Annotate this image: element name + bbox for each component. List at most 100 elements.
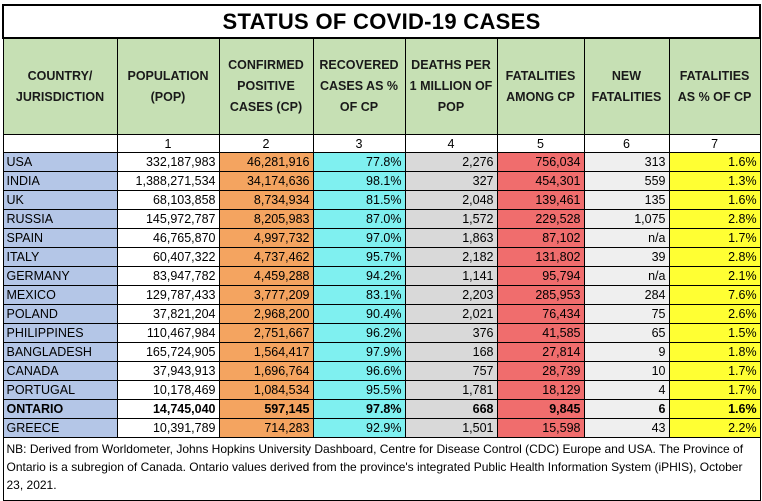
recovered-pct-cell: 95.5% bbox=[312, 380, 406, 400]
country-cell: ONTARIO bbox=[2, 399, 118, 419]
new-fatalities-cell: 39 bbox=[583, 247, 670, 267]
table-row: CANADA 37,943,913 1,696,764 96.6% 757 28,739 1… bbox=[2, 361, 761, 381]
population-cell: 83,947,782 bbox=[116, 266, 220, 286]
deaths-per-million-cell: 1,781 bbox=[404, 380, 498, 400]
header-population: POPULATION (POP) bbox=[116, 37, 220, 135]
deaths-per-million-cell: 757 bbox=[404, 361, 498, 381]
country-cell: USA bbox=[2, 152, 118, 172]
fatalities-cell: 76,434 bbox=[496, 304, 585, 324]
new-fatalities-cell: 559 bbox=[583, 171, 670, 191]
deaths-per-million-cell: 376 bbox=[404, 323, 498, 343]
recovered-pct-cell: 83.1% bbox=[312, 285, 406, 305]
status-table: STATUS OF COVID-19 CASES COUNTRY/ JURISD… bbox=[1, 4, 762, 501]
new-fatalities-cell: 9 bbox=[583, 342, 670, 362]
recovered-pct-cell: 97.0% bbox=[312, 228, 406, 248]
confirmed-cell: 8,734,934 bbox=[218, 190, 314, 210]
column-number: 1 bbox=[116, 134, 220, 153]
population-cell: 37,943,913 bbox=[116, 361, 220, 381]
population-cell: 46,765,870 bbox=[116, 228, 220, 248]
deaths-per-million-cell: 668 bbox=[404, 399, 498, 419]
recovered-pct-cell: 96.6% bbox=[312, 361, 406, 381]
new-fatalities-cell: 135 bbox=[583, 190, 670, 210]
recovered-pct-cell: 90.4% bbox=[312, 304, 406, 324]
title-row: STATUS OF COVID-19 CASES bbox=[1, 4, 762, 39]
new-fatalities-cell: 43 bbox=[583, 418, 670, 438]
header-country: COUNTRY/ JURISDICTION bbox=[2, 37, 118, 135]
fatalities-pct-cell: 1.8% bbox=[668, 342, 761, 362]
table-row: INDIA 1,388,271,534 34,174,636 98.1% 327 454,… bbox=[2, 171, 761, 191]
confirmed-cell: 34,174,636 bbox=[218, 171, 314, 191]
confirmed-cell: 1,084,534 bbox=[218, 380, 314, 400]
fatalities-pct-cell: 1.6% bbox=[668, 152, 761, 172]
table-title: STATUS OF COVID-19 CASES bbox=[1, 4, 762, 39]
new-fatalities-cell: 65 bbox=[583, 323, 670, 343]
confirmed-cell: 2,751,667 bbox=[218, 323, 314, 343]
column-number: 6 bbox=[583, 134, 670, 153]
column-number: 4 bbox=[404, 134, 498, 153]
new-fatalities-cell: 10 bbox=[583, 361, 670, 381]
confirmed-cell: 4,997,732 bbox=[218, 228, 314, 248]
deaths-per-million-cell: 2,048 bbox=[404, 190, 498, 210]
country-cell: ITALY bbox=[2, 247, 118, 267]
table-row: UK 68,103,858 8,734,934 81.5% 2,048 139,461 13… bbox=[2, 190, 761, 210]
fatalities-cell: 28,739 bbox=[496, 361, 585, 381]
population-cell: 165,724,905 bbox=[116, 342, 220, 362]
population-cell: 60,407,322 bbox=[116, 247, 220, 267]
deaths-per-million-cell: 2,182 bbox=[404, 247, 498, 267]
country-cell: POLAND bbox=[2, 304, 118, 324]
fatalities-pct-cell: 2.1% bbox=[668, 266, 761, 286]
fatalities-pct-cell: 1.3% bbox=[668, 171, 761, 191]
table-row: USA 332,187,983 46,281,916 77.8% 2,276 756,03… bbox=[2, 152, 761, 172]
population-cell: 145,972,787 bbox=[116, 209, 220, 229]
recovered-pct-cell: 81.5% bbox=[312, 190, 406, 210]
confirmed-cell: 597,145 bbox=[218, 399, 314, 419]
new-fatalities-cell: 1,075 bbox=[583, 209, 670, 229]
population-cell: 332,187,983 bbox=[116, 152, 220, 172]
country-cell: GERMANY bbox=[2, 266, 118, 286]
recovered-pct-cell: 98.1% bbox=[312, 171, 406, 191]
recovered-pct-cell: 96.2% bbox=[312, 323, 406, 343]
deaths-per-million-cell: 1,572 bbox=[404, 209, 498, 229]
fatalities-pct-cell: 1.6% bbox=[668, 399, 761, 419]
confirmed-cell: 4,459,288 bbox=[218, 266, 314, 286]
fatalities-pct-cell: 1.7% bbox=[668, 380, 761, 400]
column-number bbox=[2, 134, 118, 153]
table-row: ITALY 60,407,322 4,737,462 95.7% 2,182 131,80… bbox=[2, 247, 761, 267]
new-fatalities-cell: n/a bbox=[583, 266, 670, 286]
population-cell: 37,821,204 bbox=[116, 304, 220, 324]
table-row: GERMANY 83,947,782 4,459,288 94.2% 1,141 95,7… bbox=[2, 266, 761, 286]
table-row: PHILIPPINES 110,467,984 2,751,667 96.2% 376 4… bbox=[2, 323, 761, 343]
recovered-pct-cell: 94.2% bbox=[312, 266, 406, 286]
country-cell: SPAIN bbox=[2, 228, 118, 248]
fatalities-cell: 229,528 bbox=[496, 209, 585, 229]
table-row: MEXICO 129,787,433 3,777,209 83.1% 2,203 285,… bbox=[2, 285, 761, 305]
confirmed-cell: 4,737,462 bbox=[218, 247, 314, 267]
country-cell: UK bbox=[2, 190, 118, 210]
fatalities-cell: 139,461 bbox=[496, 190, 585, 210]
fatalities-cell: 27,814 bbox=[496, 342, 585, 362]
fatalities-cell: 15,598 bbox=[496, 418, 585, 438]
confirmed-cell: 1,564,417 bbox=[218, 342, 314, 362]
fatalities-cell: 95,794 bbox=[496, 266, 585, 286]
new-fatalities-cell: 284 bbox=[583, 285, 670, 305]
fatalities-pct-cell: 1.7% bbox=[668, 228, 761, 248]
fatalities-pct-cell: 1.7% bbox=[668, 361, 761, 381]
header-confirmed-cases: CONFIRMED POSITIVE CASES (CP) bbox=[218, 37, 314, 135]
deaths-per-million-cell: 1,501 bbox=[404, 418, 498, 438]
confirmed-cell: 8,205,983 bbox=[218, 209, 314, 229]
confirmed-cell: 1,696,764 bbox=[218, 361, 314, 381]
header-recovered-pct: RECOVERED CASES AS % OF CP bbox=[312, 37, 406, 135]
table-row: RUSSIA 145,972,787 8,205,983 87.0% 1,572 229,… bbox=[2, 209, 761, 229]
population-cell: 129,787,433 bbox=[116, 285, 220, 305]
new-fatalities-cell: 313 bbox=[583, 152, 670, 172]
confirmed-cell: 3,777,209 bbox=[218, 285, 314, 305]
deaths-per-million-cell: 2,276 bbox=[404, 152, 498, 172]
country-cell: PHILIPPINES bbox=[2, 323, 118, 343]
fatalities-pct-cell: 1.5% bbox=[668, 323, 761, 343]
column-number: 3 bbox=[312, 134, 406, 153]
table-row: SPAIN 46,765,870 4,997,732 97.0% 1,863 87,102… bbox=[2, 228, 761, 248]
population-cell: 14,745,040 bbox=[116, 399, 220, 419]
deaths-per-million-cell: 2,203 bbox=[404, 285, 498, 305]
fatalities-cell: 41,585 bbox=[496, 323, 585, 343]
country-cell: RUSSIA bbox=[2, 209, 118, 229]
